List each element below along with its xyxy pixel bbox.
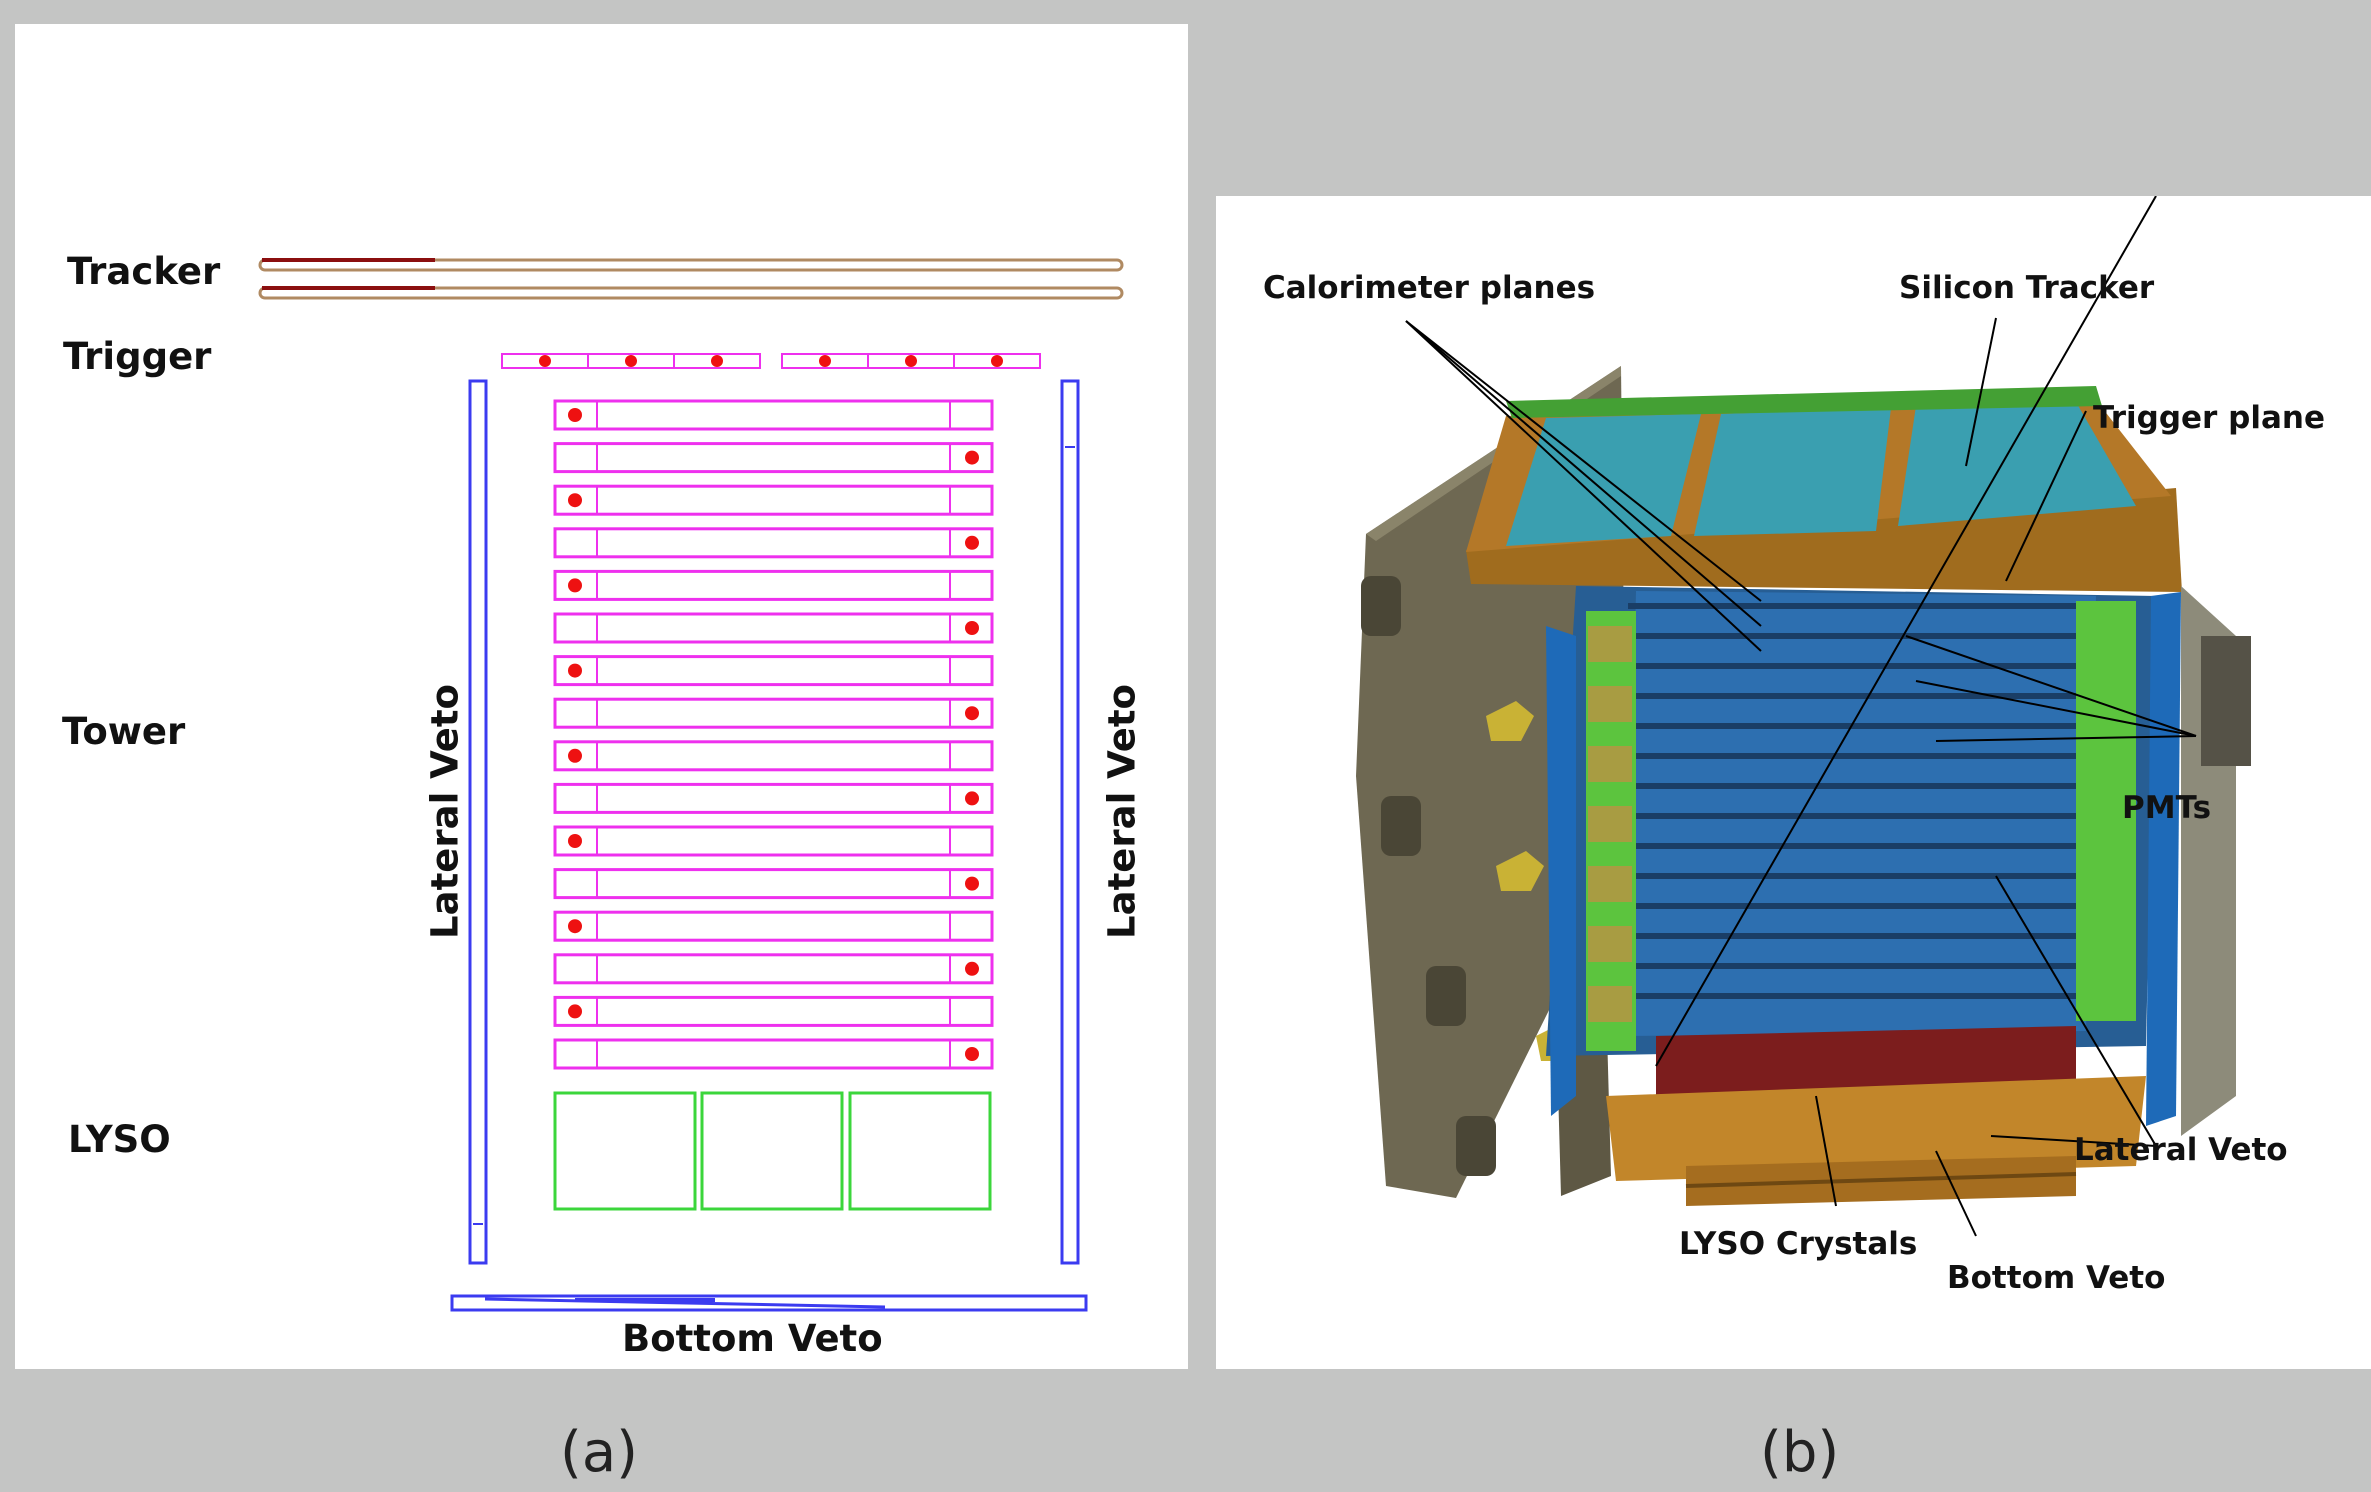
trigger-bars — [501, 353, 1041, 369]
tower-plane — [553, 569, 994, 601]
trigger-pmt — [991, 355, 1003, 367]
tower-pmt — [568, 748, 582, 763]
tracker-label: Tracker — [67, 250, 221, 293]
trigger-bar — [953, 353, 1041, 369]
tower-plane — [553, 995, 994, 1027]
tower-pmt — [568, 493, 582, 508]
schematic-panel-a: Tracker Trigger Tower LYSO Lateral Veto … — [15, 24, 1188, 1369]
caption-b: (b) — [1760, 1420, 1840, 1485]
trigger-pmt — [539, 355, 551, 367]
tower-plane — [553, 399, 994, 431]
tower-pmt — [568, 834, 582, 848]
lateral-vetoes — [468, 379, 1080, 1265]
lyso-crystal — [553, 1091, 697, 1211]
trigger-label: Trigger — [63, 335, 212, 378]
calorimeter-stack — [1546, 586, 2156, 1056]
lateral-veto-left-label: Lateral Veto — [423, 684, 467, 939]
lateral-veto-right-label: Lateral Veto — [1100, 684, 1144, 939]
tower-plane — [553, 484, 994, 516]
tower-pmt — [568, 663, 582, 678]
tower-pmt — [965, 791, 979, 806]
tower-pmt — [568, 578, 582, 593]
calorimeter-planes-label: Calorimeter planes — [1263, 270, 1596, 306]
trigger-plane-label: Trigger plane — [2093, 400, 2325, 436]
tower-plane — [553, 953, 994, 985]
tracker-planes — [258, 258, 1124, 300]
trigger-pmt — [625, 355, 637, 367]
trigger-pmt — [711, 355, 723, 367]
cad-render-panel-b: Calorimeter planes Silicon Tracker Trigg… — [1216, 196, 2371, 1369]
bottom-veto-bar — [450, 1294, 1088, 1312]
tower-pmt — [568, 919, 582, 934]
tower-plane — [553, 697, 994, 729]
tower-plane — [553, 910, 994, 942]
cad-render-drawing — [1356, 196, 2251, 1237]
tower-label: Tower — [62, 710, 186, 753]
trigger-bar — [673, 353, 761, 369]
bottom-veto-label: Bottom Veto — [1947, 1260, 2166, 1296]
tower-pmt — [965, 621, 979, 635]
lyso-crystal — [848, 1091, 992, 1211]
tower-pmt — [568, 408, 582, 422]
tower-pmt — [965, 706, 979, 721]
silicon-tracker-label: Silicon Tracker — [1899, 270, 2155, 306]
pmts-label: PMTs — [2122, 790, 2212, 826]
tracker-plane-bottom — [258, 286, 1124, 300]
caption-a: (a) — [560, 1420, 639, 1485]
lateral-veto-left-bar — [468, 379, 488, 1265]
detector-body — [1466, 386, 2182, 592]
tower-plane — [553, 782, 994, 814]
pmt-columns — [1586, 601, 2136, 1051]
bottom-veto-label: Bottom Veto — [622, 1317, 883, 1360]
schematic-drawing — [258, 258, 1124, 1312]
bottom-veto — [450, 1294, 1088, 1312]
leader-lines — [1405, 196, 2197, 1237]
trigger-pmt — [905, 355, 917, 367]
right-side-plate — [2181, 586, 2251, 1136]
lateral-veto-strips — [1546, 592, 2181, 1126]
lateral-veto-label: Lateral Veto — [2074, 1132, 2288, 1168]
tower-pmt — [965, 876, 979, 891]
tower-plane — [553, 740, 994, 772]
tower-pmt — [965, 1047, 979, 1061]
lyso-crystals-label: LYSO Crystals — [1679, 1226, 1918, 1262]
tower-pmt — [965, 535, 979, 550]
trigger-pmt — [819, 355, 831, 367]
tower-pmt — [965, 450, 979, 465]
tower-plane — [553, 442, 994, 474]
tower-pmt — [568, 1004, 582, 1019]
lyso-crystal — [700, 1091, 844, 1211]
tower-plane — [553, 1038, 994, 1070]
tower-planes — [553, 399, 994, 1070]
tower-plane — [553, 825, 994, 857]
tower-plane — [553, 612, 994, 644]
tower-pmt — [965, 961, 979, 976]
lyso-crystals — [553, 1091, 992, 1211]
tracker-plane-top — [258, 258, 1124, 272]
tower-plane — [553, 527, 994, 559]
tower-plane — [553, 868, 994, 900]
tower-plane — [553, 655, 994, 687]
lyso-and-base — [1606, 1026, 2146, 1206]
lateral-veto-right-bar — [1060, 379, 1080, 1265]
lyso-label: LYSO — [68, 1118, 171, 1161]
